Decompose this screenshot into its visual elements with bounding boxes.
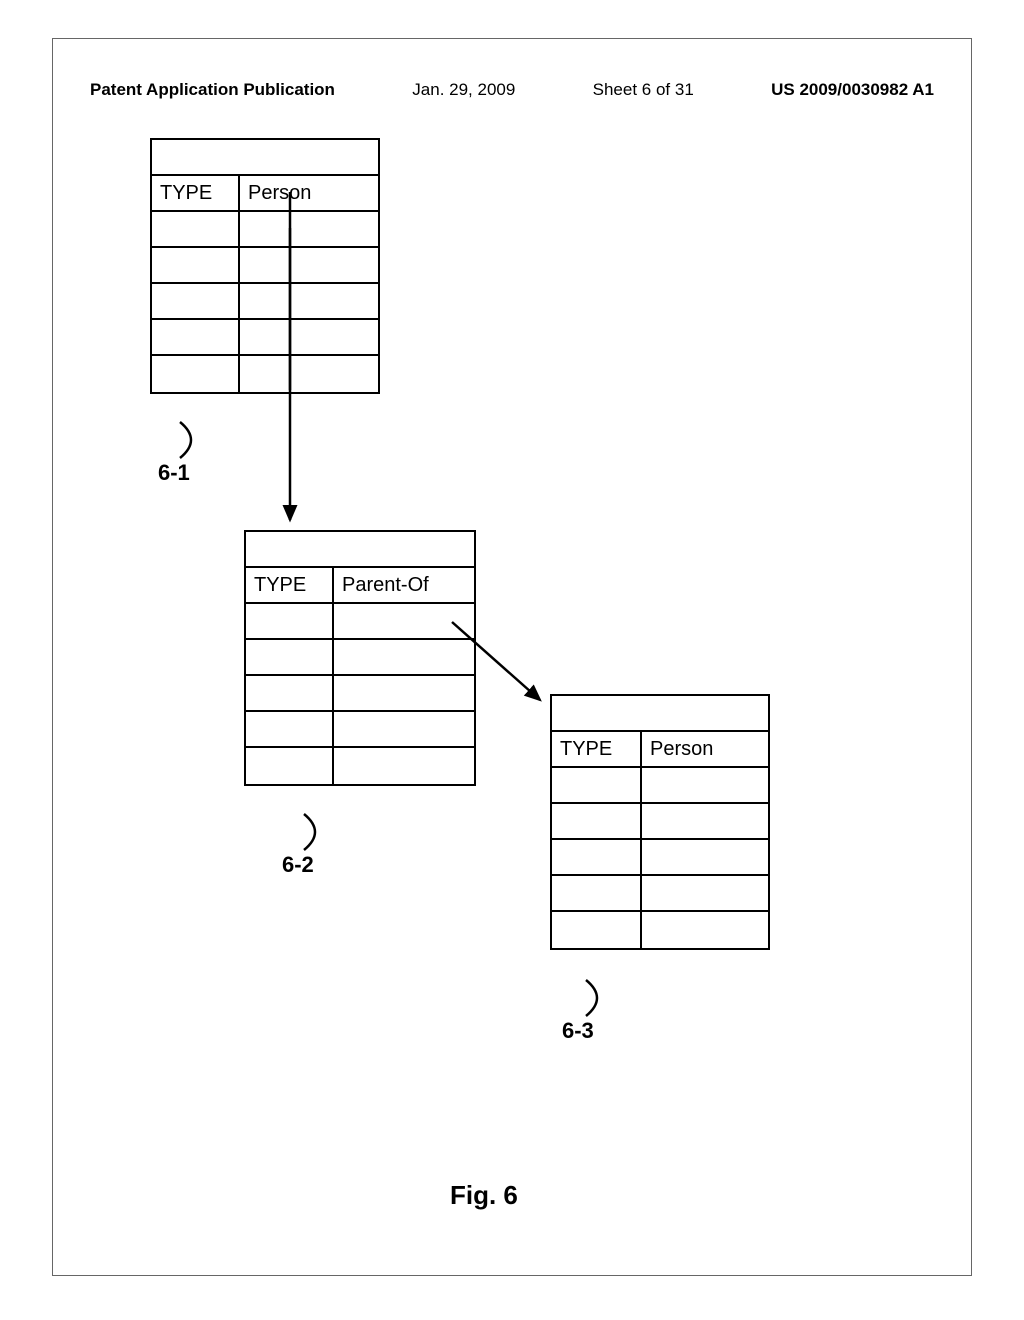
table-6-1: TYPE Person [150,138,380,394]
page-header: Patent Application Publication Jan. 29, … [90,80,934,100]
empty-cell [152,248,240,282]
empty-cell [246,676,334,710]
empty-row [152,212,378,248]
empty-cell [642,876,768,910]
empty-cell [334,748,474,784]
empty-cell [246,604,334,638]
type-label-cell: TYPE [552,732,642,766]
empty-cell [642,912,768,948]
page-container: Patent Application Publication Jan. 29, … [0,0,1024,1320]
table-header-spacer [552,696,768,732]
type-row: TYPE Parent-Of [246,568,474,604]
empty-row [552,768,768,804]
empty-cell [552,912,642,948]
table-6-2: TYPE Parent-Of [244,530,476,786]
empty-cell [240,356,378,392]
empty-cell [642,804,768,838]
empty-cell [642,840,768,874]
empty-cell [240,212,378,246]
header-date: Jan. 29, 2009 [412,80,515,100]
empty-cell [642,768,768,802]
type-value-cell: Parent-Of [334,568,474,602]
type-value-cell: Person [240,176,378,210]
empty-cell [552,804,642,838]
empty-cell [552,840,642,874]
table-6-3: TYPE Person [550,694,770,950]
type-row: TYPE Person [552,732,768,768]
empty-row [152,356,378,392]
empty-cell [240,248,378,282]
empty-cell [240,320,378,354]
figure-label: Fig. 6 [450,1180,518,1211]
empty-cell [334,712,474,746]
empty-cell [246,712,334,746]
empty-row [246,712,474,748]
empty-row [552,840,768,876]
empty-row [246,604,474,640]
empty-cell [334,604,474,638]
empty-cell [240,284,378,318]
empty-cell [152,320,240,354]
header-sheet: Sheet 6 of 31 [593,80,694,100]
empty-row [246,748,474,784]
reference-label-6-3: 6-3 [562,1018,594,1044]
empty-row [152,248,378,284]
empty-cell [246,640,334,674]
empty-cell [152,212,240,246]
table-header-spacer [246,532,474,568]
reference-label-6-1: 6-1 [158,460,190,486]
empty-row [552,876,768,912]
empty-cell [152,284,240,318]
type-value-cell: Person [642,732,768,766]
empty-row [552,804,768,840]
empty-cell [246,748,334,784]
empty-cell [334,640,474,674]
empty-row [246,676,474,712]
header-publication: Patent Application Publication [90,80,335,100]
type-label-cell: TYPE [152,176,240,210]
empty-cell [152,356,240,392]
empty-row [552,912,768,948]
type-label-cell: TYPE [246,568,334,602]
header-number: US 2009/0030982 A1 [771,80,934,100]
type-row: TYPE Person [152,176,378,212]
empty-cell [552,876,642,910]
reference-label-6-2: 6-2 [282,852,314,878]
empty-row [152,284,378,320]
empty-cell [552,768,642,802]
table-header-spacer [152,140,378,176]
empty-row [152,320,378,356]
empty-row [246,640,474,676]
empty-cell [334,676,474,710]
